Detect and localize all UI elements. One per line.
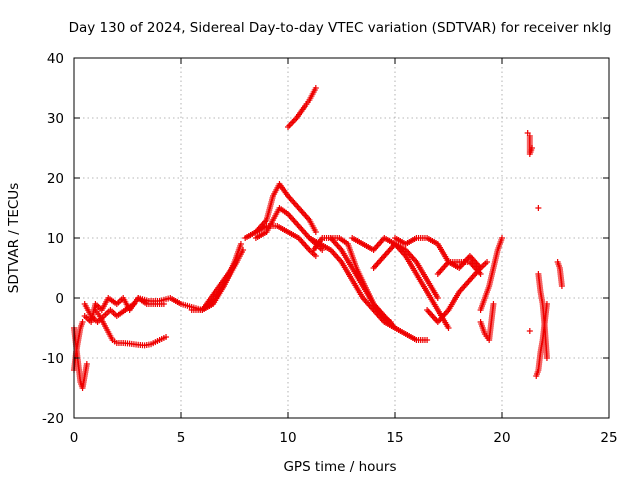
data-point	[528, 145, 535, 151]
data-point	[424, 337, 431, 343]
data-point	[490, 301, 497, 307]
data-point	[484, 259, 491, 265]
data-point	[83, 361, 90, 367]
data-point	[312, 253, 319, 259]
y-tick-label: 30	[47, 111, 64, 127]
data-point	[526, 328, 533, 334]
data-marks	[71, 85, 565, 391]
data-point	[79, 319, 86, 325]
x-tick-label: 25	[600, 430, 617, 446]
x-tick-label: 5	[177, 430, 186, 446]
data-point	[163, 334, 170, 340]
chart-title: Day 130 of 2024, Sidereal Day-to-day VTE…	[69, 20, 612, 36]
y-axis-label: SDTVAR / TECUs	[6, 183, 22, 293]
data-point	[543, 355, 550, 361]
data-point	[543, 301, 550, 307]
data-point	[237, 241, 244, 247]
data-point	[434, 295, 441, 301]
data-point	[558, 283, 565, 289]
x-tick-label: 10	[279, 430, 296, 446]
data-point	[233, 259, 240, 265]
x-tick-label: 20	[493, 430, 510, 446]
axis-ticks: 0 5 10 15 20 25 -20 -10 0 10 20 30 40	[42, 51, 618, 446]
x-tick-label: 15	[386, 430, 403, 446]
y-tick-label: 20	[47, 171, 64, 187]
data-point	[130, 301, 137, 307]
x-tick-label: 0	[70, 430, 79, 446]
data-point	[499, 235, 505, 241]
data-point	[312, 85, 319, 91]
y-tick-label: 10	[47, 231, 64, 247]
data-point	[535, 205, 542, 211]
y-tick-label: -10	[42, 351, 64, 367]
y-tick-label: -20	[42, 411, 64, 427]
data-point	[312, 229, 319, 235]
y-tick-label: 0	[55, 291, 64, 307]
data-point	[445, 325, 452, 331]
x-axis-label: GPS time / hours	[283, 459, 396, 475]
y-tick-label: 40	[47, 51, 64, 67]
data-point	[387, 319, 394, 325]
data-point	[477, 271, 484, 277]
data-point	[240, 247, 247, 253]
